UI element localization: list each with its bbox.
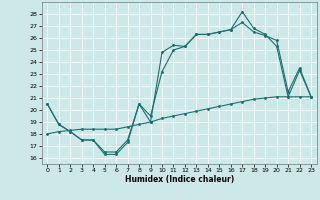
X-axis label: Humidex (Indice chaleur): Humidex (Indice chaleur) (124, 175, 234, 184)
